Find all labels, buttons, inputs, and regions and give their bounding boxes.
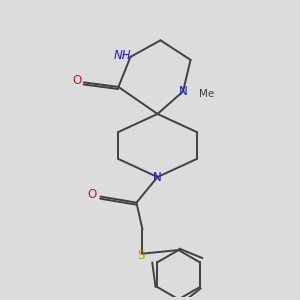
Text: Me: Me: [199, 89, 214, 99]
Text: S: S: [137, 249, 145, 262]
Text: O: O: [87, 188, 97, 201]
Text: NH: NH: [114, 49, 132, 62]
Text: N: N: [153, 170, 162, 184]
Text: N: N: [179, 85, 188, 98]
Text: O: O: [73, 74, 82, 87]
